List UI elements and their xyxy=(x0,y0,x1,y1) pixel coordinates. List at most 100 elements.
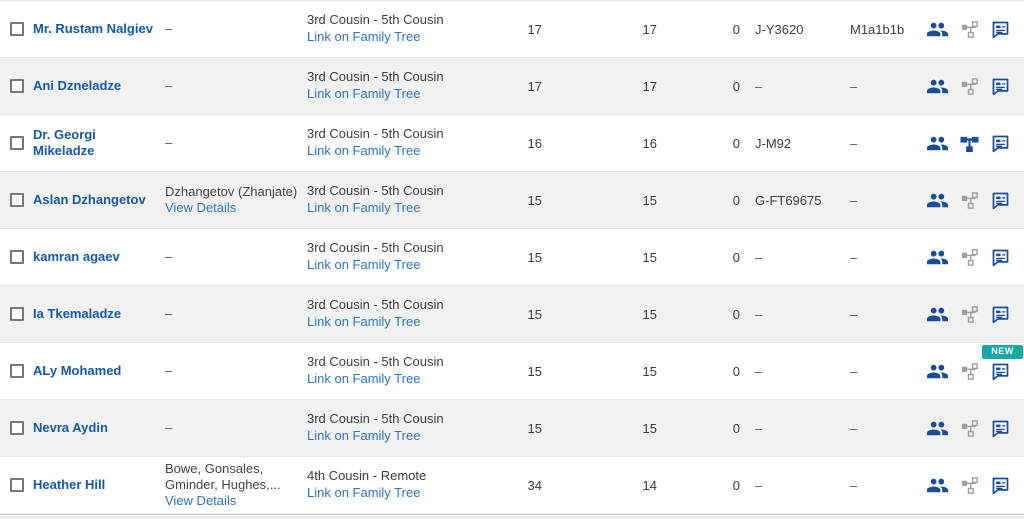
family-tree-button[interactable] xyxy=(960,362,979,381)
match-name-link[interactable]: ALy Mohamed xyxy=(33,362,122,378)
link-on-family-tree[interactable]: Link on Family Tree xyxy=(307,257,421,272)
longest-block-value: 17 xyxy=(642,21,657,37)
row-actions xyxy=(926,474,1024,497)
row-actions xyxy=(926,18,1024,41)
view-details-link[interactable]: View Details xyxy=(165,492,237,508)
notes-button[interactable] xyxy=(990,76,1011,97)
link-on-family-tree[interactable]: Link on Family Tree xyxy=(307,485,421,500)
longest-block-value: 15 xyxy=(642,249,657,265)
shared-dna-value: 16 xyxy=(527,135,542,151)
link-on-family-tree[interactable]: Link on Family Tree xyxy=(307,371,421,386)
notes-button[interactable] xyxy=(990,418,1011,439)
link-on-family-tree[interactable]: Link on Family Tree xyxy=(307,143,421,158)
relationship-range: 3rd Cousin - 5th Cousin xyxy=(307,411,444,427)
row-checkbox[interactable] xyxy=(10,193,24,207)
relationship-range: 3rd Cousin - 5th Cousin xyxy=(307,183,444,199)
family-tree-button[interactable] xyxy=(960,191,979,210)
link-on-family-tree[interactable]: Link on Family Tree xyxy=(307,314,421,329)
link-on-family-tree[interactable]: Link on Family Tree xyxy=(307,428,421,443)
common-matches-button[interactable] xyxy=(926,303,949,326)
relationship-cell: 3rd Cousin - 5th Cousin Link on Family T… xyxy=(307,183,510,217)
family-tree-linked-icon xyxy=(960,136,979,152)
notes-button[interactable] xyxy=(990,247,1011,268)
link-on-family-tree[interactable]: Link on Family Tree xyxy=(307,86,421,101)
match-name-link[interactable]: Ani Dzneladze xyxy=(33,77,122,93)
surnames-cell: – xyxy=(165,78,307,94)
notes-icon xyxy=(992,135,1009,152)
match-name-link[interactable]: Nevra Aydin xyxy=(33,419,108,435)
family-tree-button[interactable] xyxy=(960,419,979,438)
notes-button[interactable] xyxy=(990,19,1011,40)
common-matches-button[interactable] xyxy=(926,189,949,212)
row-checkbox[interactable] xyxy=(10,421,24,435)
match-name-link[interactable]: Ia Tkemaladze xyxy=(33,305,122,321)
notes-button[interactable] xyxy=(990,304,1011,325)
pedigree-icon xyxy=(961,77,978,95)
family-tree-button[interactable] xyxy=(960,248,979,267)
match-name-link[interactable]: Aslan Dzhangetov xyxy=(33,191,146,207)
common-matches-button[interactable] xyxy=(926,246,949,269)
family-tree-button[interactable] xyxy=(960,305,979,324)
surnames-cell: – xyxy=(165,420,307,436)
family-tree-button[interactable] xyxy=(960,77,979,96)
notes-button[interactable] xyxy=(990,133,1011,154)
mt-haplogroup: – xyxy=(850,192,858,208)
people-icon xyxy=(926,250,949,264)
row-actions xyxy=(926,360,1024,383)
match-name-link[interactable]: Mr. Rustam Nalgiev xyxy=(33,20,153,36)
common-matches-button[interactable] xyxy=(926,18,949,41)
family-tree-button[interactable] xyxy=(960,476,979,495)
surnames-cell: – xyxy=(165,306,307,322)
row-checkbox[interactable] xyxy=(10,136,24,150)
notes-button[interactable] xyxy=(990,475,1011,496)
x-match-value: 0 xyxy=(732,135,740,151)
mt-haplogroup: – xyxy=(850,249,858,265)
y-haplogroup: – xyxy=(755,249,763,265)
shared-dna-value: 15 xyxy=(527,306,542,322)
relationship-cell: 3rd Cousin - 5th Cousin Link on Family T… xyxy=(307,411,510,445)
row-actions xyxy=(926,303,1024,326)
relationship-range: 3rd Cousin - 5th Cousin xyxy=(307,12,444,28)
row-checkbox[interactable] xyxy=(10,79,24,93)
notes-icon xyxy=(992,363,1009,380)
common-matches-button[interactable] xyxy=(926,132,949,155)
row-checkbox[interactable] xyxy=(10,307,24,321)
people-icon xyxy=(926,307,949,321)
row-checkbox[interactable] xyxy=(10,364,24,378)
name-cell: Ia Tkemaladze xyxy=(33,306,165,322)
match-name-link[interactable]: kamran agaev xyxy=(33,248,120,264)
match-row: Nevra Aydin – 3rd Cousin - 5th Cousin Li… xyxy=(0,400,1024,457)
common-matches-button[interactable] xyxy=(926,75,949,98)
notes-button[interactable] xyxy=(990,190,1011,211)
family-tree-button[interactable] xyxy=(960,134,979,153)
checkbox-cell xyxy=(0,478,33,492)
common-matches-button[interactable] xyxy=(926,474,949,497)
family-tree-button[interactable] xyxy=(960,20,979,39)
link-on-family-tree[interactable]: Link on Family Tree xyxy=(307,200,421,215)
view-details-link[interactable]: View Details xyxy=(165,200,237,215)
common-matches-button[interactable] xyxy=(926,417,949,440)
x-match-value: 0 xyxy=(732,249,740,265)
row-checkbox[interactable] xyxy=(10,478,24,492)
match-row: Aslan Dzhangetov Dzhangetov (Zhanjate) V… xyxy=(0,172,1024,229)
relationship-cell: 3rd Cousin - 5th Cousin Link on Family T… xyxy=(307,297,510,331)
row-actions xyxy=(926,75,1024,98)
common-matches-button[interactable] xyxy=(926,360,949,383)
shared-dna-value: 17 xyxy=(527,21,542,37)
relationship-cell: 4th Cousin - Remote Link on Family Tree xyxy=(307,468,510,502)
row-checkbox[interactable] xyxy=(10,250,24,264)
match-name-link[interactable]: Heather Hill xyxy=(33,476,106,492)
people-icon xyxy=(926,193,949,207)
people-icon xyxy=(926,364,949,378)
shared-dna-value: 15 xyxy=(527,249,542,265)
row-checkbox[interactable] xyxy=(10,22,24,36)
ancestral-surnames: – xyxy=(165,306,173,322)
name-cell: Heather Hill xyxy=(33,477,165,493)
x-match-value: 0 xyxy=(732,306,740,322)
pedigree-icon xyxy=(961,248,978,266)
link-on-family-tree[interactable]: Link on Family Tree xyxy=(307,29,421,44)
match-name-link[interactable]: Dr. Georgi Mikeladze xyxy=(33,126,96,158)
notes-button[interactable] xyxy=(990,361,1011,382)
ancestral-surnames: Dzhangetov (Zhanjate) xyxy=(165,184,298,200)
